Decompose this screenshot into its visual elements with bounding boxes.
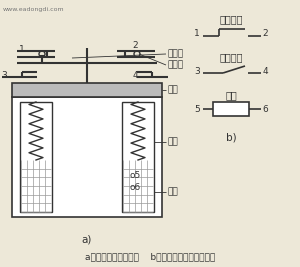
Text: o6: o6	[130, 183, 141, 191]
Text: a): a)	[82, 234, 92, 244]
Bar	[122, 102, 154, 212]
Text: 线圈: 线圈	[225, 90, 237, 100]
Text: 2: 2	[132, 41, 138, 49]
Bar	[20, 102, 52, 212]
Text: a）继电器结构示意图    b）继电器组成的电路符号: a）继电器结构示意图 b）继电器组成的电路符号	[85, 253, 215, 261]
Text: 5: 5	[194, 104, 200, 113]
Text: www.eadongdi.com: www.eadongdi.com	[3, 7, 64, 13]
Text: 1: 1	[194, 29, 200, 38]
Text: 2: 2	[262, 29, 268, 38]
Text: 衔铁: 衔铁	[168, 85, 179, 95]
Text: 动触点: 动触点	[168, 49, 184, 58]
Text: 1: 1	[19, 45, 25, 53]
Text: 3: 3	[194, 66, 200, 76]
Text: 4: 4	[262, 66, 268, 76]
Bar	[12, 97, 162, 217]
Text: 铁心: 铁心	[168, 138, 179, 147]
Text: 4: 4	[132, 70, 138, 80]
Bar	[12, 83, 162, 97]
Text: 常闭触点: 常闭触点	[219, 14, 243, 24]
Text: 静触点: 静触点	[168, 61, 184, 69]
Text: b): b)	[226, 132, 236, 142]
Text: o5: o5	[130, 171, 141, 179]
Text: 3: 3	[1, 70, 7, 80]
Text: 常开触点: 常开触点	[219, 52, 243, 62]
Text: 6: 6	[262, 104, 268, 113]
Bar	[213, 102, 249, 116]
Text: 线圈: 线圈	[168, 187, 179, 197]
